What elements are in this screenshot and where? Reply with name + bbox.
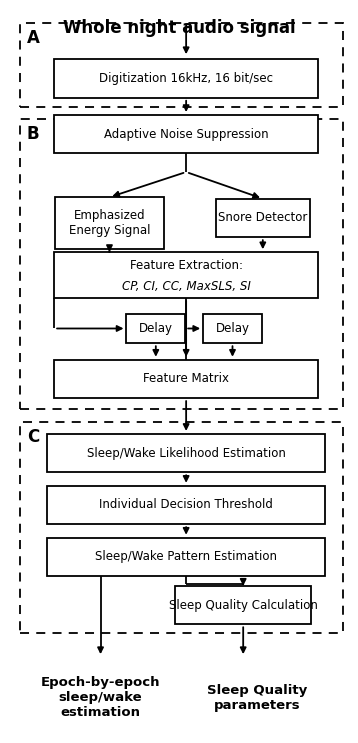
Bar bbox=[126, 314, 185, 343]
Text: Digitization 16kHz, 16 bit/sec: Digitization 16kHz, 16 bit/sec bbox=[99, 72, 273, 85]
Text: A: A bbox=[27, 29, 40, 47]
Text: Whole night audio signal: Whole night audio signal bbox=[63, 19, 295, 37]
Text: Adaptive Noise Suppression: Adaptive Noise Suppression bbox=[104, 128, 268, 140]
Bar bbox=[175, 585, 311, 624]
Text: Feature Matrix: Feature Matrix bbox=[143, 372, 229, 386]
Text: Delay: Delay bbox=[216, 322, 250, 335]
Text: Emphasized
Energy Signal: Emphasized Energy Signal bbox=[69, 210, 150, 237]
Text: Snore Detector: Snore Detector bbox=[218, 212, 308, 224]
Bar bbox=[47, 486, 325, 525]
Text: Individual Decision Threshold: Individual Decision Threshold bbox=[99, 499, 273, 511]
Bar bbox=[54, 360, 318, 398]
Text: Sleep/Wake Likelihood Estimation: Sleep/Wake Likelihood Estimation bbox=[87, 447, 286, 460]
Bar bbox=[47, 538, 325, 576]
Text: Feature Extraction:: Feature Extraction: bbox=[130, 259, 243, 272]
Text: Sleep Quality
parameters: Sleep Quality parameters bbox=[207, 684, 308, 712]
Text: CP, CI, CC, MaxSLS, SI: CP, CI, CC, MaxSLS, SI bbox=[122, 279, 251, 293]
Text: Epoch-by-epoch
sleep/wake
estimation: Epoch-by-epoch sleep/wake estimation bbox=[41, 676, 160, 719]
Bar bbox=[20, 23, 343, 108]
Bar bbox=[20, 422, 343, 632]
Bar bbox=[20, 120, 343, 409]
Text: B: B bbox=[27, 126, 39, 143]
Bar bbox=[47, 434, 325, 473]
Text: Sleep/Wake Pattern Estimation: Sleep/Wake Pattern Estimation bbox=[95, 551, 277, 563]
Text: Delay: Delay bbox=[139, 322, 173, 335]
Text: Sleep Quality Calculation: Sleep Quality Calculation bbox=[169, 599, 318, 611]
Bar bbox=[216, 198, 310, 237]
Bar bbox=[54, 59, 318, 98]
Bar bbox=[54, 115, 318, 154]
Bar bbox=[203, 314, 262, 343]
Bar bbox=[55, 197, 164, 249]
Text: C: C bbox=[27, 428, 39, 446]
Bar bbox=[54, 252, 318, 298]
